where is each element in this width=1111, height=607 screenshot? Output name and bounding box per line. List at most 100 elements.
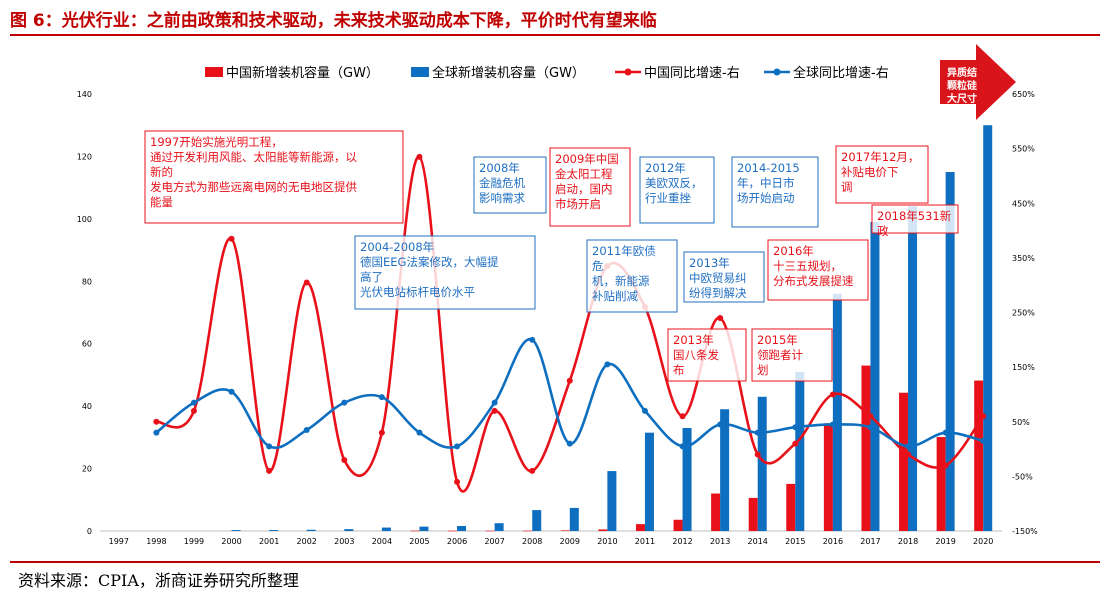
point-global-yoy-growth [754,429,761,436]
annotation-border [586,239,678,313]
annotation-text: 2009年中国 [555,152,619,166]
y-right-tick-label: -150% [1012,527,1038,536]
bar-global-new-capacity [644,432,654,531]
y-right-tick-label: 150% [1012,363,1035,372]
y-left-tick-label: 120 [77,152,92,161]
point-china-yoy-growth [190,407,197,414]
annotation-border [639,156,715,224]
lines [153,153,987,493]
bar-china-new-capacity [974,380,984,531]
annotation-text: 十三五规划， [773,259,842,273]
point-global-yoy-growth [190,399,197,406]
annotation-text: 美欧双反， [645,176,703,190]
x-tick-label: 2018 [898,537,918,546]
point-global-yoy-growth [378,394,385,401]
annotation-text: 2016年 [773,244,814,258]
y-left-tick-label: 40 [82,402,92,411]
bar-china-new-capacity [448,530,458,532]
annotation-text: 发电方式为那些远离电网的无电地区提供 [150,180,357,194]
figure-title: 图 6：光伏行业：之前由政策和技术驱动，未来技术驱动成本下降，平价时代有望来临 [10,11,657,31]
annotation-text: 金太阳工程 [555,167,613,181]
annotations: 1997开始实施光明工程，通过开发利用风能、太阳能等新能源，以新的发电方式为那些… [144,130,959,382]
y-right-tick-label: -50% [1012,472,1033,481]
y-left-tick-label: 80 [82,277,92,286]
annotation-text: 2004-2008年 [360,240,434,254]
legend: 中国新增装机容量（GW） 全球新增装机容量（GW） 中国同比增速-右 全球同比增… [205,65,889,81]
bar-china-new-capacity [673,519,683,531]
annotation-border [549,147,631,227]
title-rule [10,34,1100,36]
x-tick-label: 1997 [109,537,129,546]
bar-china-new-capacity [598,529,608,531]
bar-china-new-capacity [485,530,495,532]
bar-global-new-capacity [569,507,579,531]
point-global-yoy-growth [905,443,912,450]
y-left-tick-label: 100 [77,215,92,224]
annotation-text: 2013年 [689,256,730,270]
bar-global-new-capacity [419,526,429,531]
point-china-yoy-growth [416,153,423,160]
point-global-yoy-growth [867,424,874,431]
bar-global-new-capacity [269,530,279,531]
point-global-yoy-growth [566,440,573,447]
x-tick-label: 2017 [860,537,880,546]
annotation-text: 2017年12月， [841,150,919,164]
x-tick-label: 2011 [635,537,655,546]
x-tick-label: 2002 [297,537,317,546]
arrow-label-line-3: 大尺寸 [947,92,977,105]
bar-global-new-capacity [457,526,467,531]
annotation-text: 启动，国内 [555,182,613,196]
annotation-text: 行业重挫 [645,191,691,205]
arrow-label-line-2: 颗粒硅 [947,79,977,92]
annotation-text: 政 [877,224,889,238]
point-global-yoy-growth [228,388,235,395]
annotation-text: 补贴削减 [592,289,638,303]
legend-marker-global-line [773,68,781,76]
annotation-text: 划 [757,363,769,377]
bar-china-new-capacity [936,437,946,531]
point-china-yoy-growth [491,407,498,414]
arrow-callout: 异质结 颗粒硅 大尺寸 [940,44,1016,120]
x-tick-label: 2012 [672,537,692,546]
annotation-text: 市场开启 [555,197,601,211]
bar-global-new-capacity [720,409,730,531]
point-china-yoy-growth [303,279,310,286]
annotation-text: 金融危机 [479,176,525,190]
source-rule [10,561,1100,563]
annotation-text: 高了 [360,270,383,284]
point-global-yoy-growth [641,407,648,414]
legend-label-global-line: 全球同比增速-右 [793,65,889,81]
annotation-border [683,251,765,303]
x-tick-label: 1999 [184,537,204,546]
x-tick-label: 2013 [710,537,730,546]
annotation-text: 国八条发 [673,348,719,362]
annotation-box: 1997开始实施光明工程，通过开发利用风能、太阳能等新能源，以新的发电方式为那些… [144,130,404,224]
y-right-tick-label: 650% [1012,90,1035,99]
point-global-yoy-growth [454,443,461,450]
legend-marker-china-line [624,68,632,76]
y-right-tick-label: 350% [1012,254,1035,263]
point-china-yoy-growth [679,413,686,420]
bar-global-new-capacity [494,523,504,531]
point-global-yoy-growth [717,421,724,428]
annotation-border [751,328,833,382]
y-right-tick-label: 250% [1012,309,1035,318]
bar-global-new-capacity [344,529,354,531]
x-tick-label: 2009 [560,537,580,546]
annotation-text: 补贴电价下 [841,165,899,179]
point-global-yoy-growth [416,429,423,436]
annotation-text: 2011年欧债 [592,244,656,258]
bar-global-new-capacity [607,471,617,531]
bar-global-new-capacity [908,206,918,531]
point-china-yoy-growth [228,235,235,242]
point-china-yoy-growth [942,462,949,469]
point-global-yoy-growth [341,399,348,406]
annotation-border [835,145,929,204]
bar-global-new-capacity [757,396,767,531]
annotation-text: 2014-2015 [737,161,800,175]
